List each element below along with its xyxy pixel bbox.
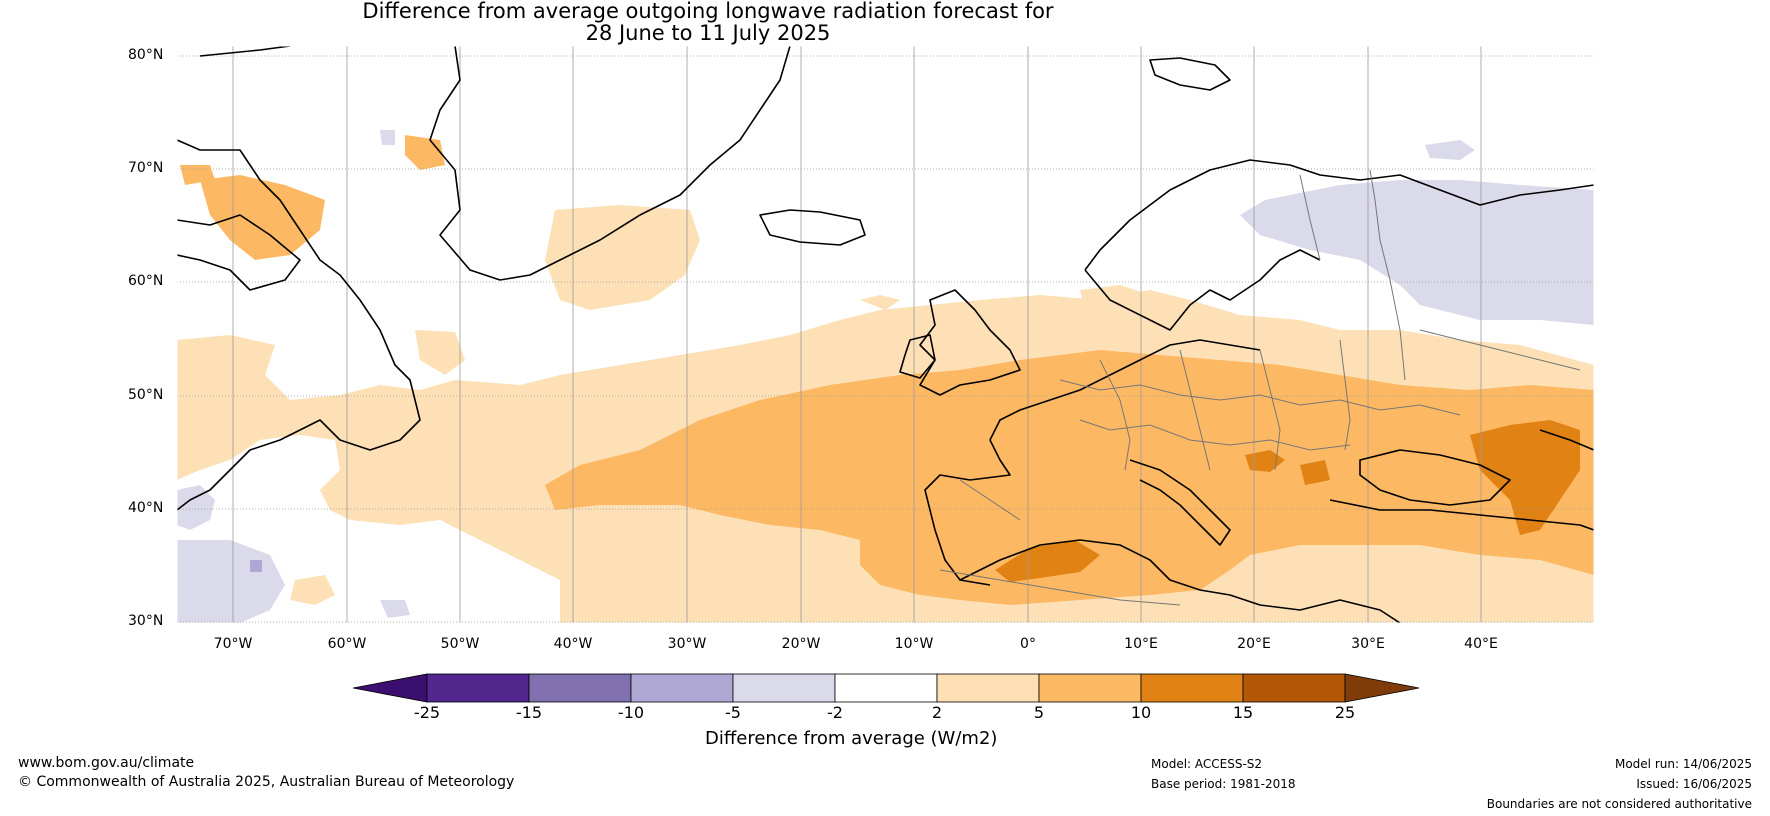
anomaly-medium-orange: [180, 135, 1594, 605]
colorbar-tick-neg25: -25: [413, 703, 441, 722]
colorbar-tick-25: 25: [1334, 703, 1356, 722]
colorbar-label: Difference from average (W/m2): [705, 728, 998, 749]
colorbar-segment: [426, 673, 530, 703]
turkey-coast: [1329, 499, 1594, 531]
footer-copyright: © Commonwealth of Australia 2025, Austra…: [18, 774, 515, 790]
footer-model: Model: ACCESS-S2: [1151, 757, 1263, 771]
lat-label-60n: 60°N: [128, 273, 164, 289]
colorbar-segment: [834, 673, 938, 703]
colorbar-segment: [936, 673, 1040, 703]
colorbar-extend-high: [1344, 673, 1420, 703]
footer-model-run: Model run: 14/06/2025: [1614, 757, 1752, 771]
colorbar-segment: [1038, 673, 1142, 703]
colorbar: [352, 673, 1420, 703]
anomaly-medium-purple: [250, 560, 262, 572]
colorbar-segment: [1242, 673, 1346, 703]
colorbar-tick-neg5: -5: [725, 703, 741, 722]
anomaly-dark-orange: [995, 420, 1580, 582]
lon-label-20e: 20°E: [1237, 636, 1271, 652]
mediterranean-coast: [959, 539, 1401, 623]
colorbar-tick-neg2: -2: [827, 703, 843, 722]
greenland-coast: [199, 46, 791, 281]
lon-label-40e: 40°E: [1464, 636, 1498, 652]
colorbar-segment: [630, 673, 734, 703]
lon-label-10w: 10°W: [894, 636, 934, 652]
british-isles-coast: [919, 289, 1021, 396]
lon-label-20w: 20°W: [781, 636, 821, 652]
italy-coast: [1129, 459, 1231, 546]
footer-website: www.bom.gov.au/climate: [18, 755, 195, 771]
colorbar-extend-low: [352, 673, 428, 703]
colorbar-tick-neg10: -10: [617, 703, 645, 722]
coastlines: [177, 46, 1594, 623]
scandinavia-coast: [1084, 159, 1594, 331]
colorbar-tick-2: 2: [931, 703, 943, 722]
lon-label-60w: 60°W: [327, 636, 367, 652]
colorbar-tick-neg15: -15: [515, 703, 543, 722]
lon-label-50w: 50°W: [440, 636, 480, 652]
lon-label-30e: 30°E: [1351, 636, 1385, 652]
colorbar-tick-5: 5: [1033, 703, 1045, 722]
baffin-coast: [177, 214, 301, 291]
lon-label-70w: 70°W: [213, 636, 253, 652]
footer-disclaimer: Boundaries are not considered authoritat…: [1486, 797, 1752, 811]
lon-label-0: 0°: [1020, 636, 1036, 652]
iceland-coast: [759, 209, 866, 246]
lat-label-80n: 80°N: [128, 47, 164, 63]
lon-label-40w: 40°W: [553, 636, 593, 652]
colorbar-segment: [528, 673, 632, 703]
lon-label-30w: 30°W: [667, 636, 707, 652]
caspian-coast: [1539, 429, 1594, 451]
canada-coast: [177, 139, 421, 511]
lat-label-30n: 30°N: [128, 613, 164, 629]
lat-label-40n: 40°N: [128, 500, 164, 516]
colorbar-segment: [1140, 673, 1244, 703]
map-title-line-2: 28 June to 11 July 2025: [585, 21, 831, 45]
footer-base-period: Base period: 1981-2018: [1151, 777, 1296, 791]
europe-west-coast: [924, 339, 1261, 586]
black-sea-coast: [1359, 449, 1511, 506]
graticule: [177, 46, 1594, 623]
map-title-line-1: Difference from average outgoing longwav…: [362, 0, 1054, 23]
map-frame: [176, 45, 1595, 624]
country-borders: [939, 169, 1581, 606]
footer-issued: Issued: 16/06/2025: [1636, 777, 1752, 791]
lon-label-10e: 10°E: [1124, 636, 1158, 652]
colorbar-tick-15: 15: [1232, 703, 1254, 722]
lat-label-70n: 70°N: [128, 160, 164, 176]
svalbard-coast: [1149, 57, 1231, 91]
colorbar-tick-10: 10: [1130, 703, 1152, 722]
lat-label-50n: 50°N: [128, 387, 164, 403]
colorbar-segment: [732, 673, 836, 703]
ireland-coast: [899, 334, 936, 379]
